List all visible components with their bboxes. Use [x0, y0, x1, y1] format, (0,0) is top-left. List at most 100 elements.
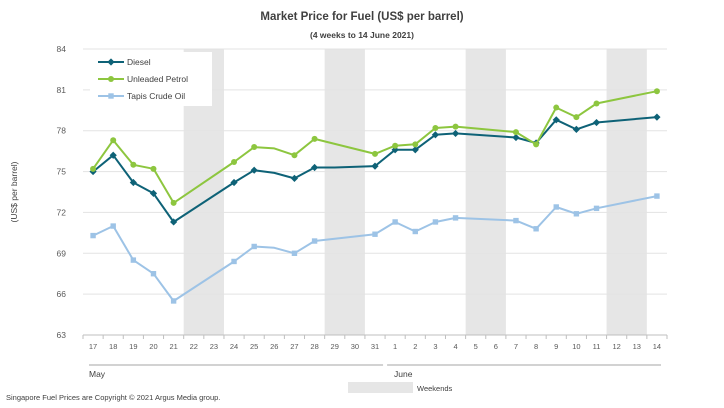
- weekend-bands: [183, 49, 647, 335]
- tapis-crude-oil-point: [412, 228, 418, 235]
- weekend-band-2: [324, 49, 365, 335]
- diesel-point: [592, 118, 601, 127]
- diesel-point: [371, 162, 379, 170]
- diesel-point: [451, 129, 460, 138]
- weekend-band-3: [465, 49, 506, 335]
- unleaded-petrol-point: [533, 141, 540, 148]
- gridlines: [83, 48, 667, 336]
- x-tick-label: 14: [653, 342, 661, 351]
- tapis-crude-oil-point: [533, 226, 539, 232]
- tapis-crude-oil-point: [593, 205, 600, 212]
- tapis-crude-oil-point: [311, 238, 318, 244]
- x-tick-label: 29: [331, 342, 339, 351]
- diesel-point: [411, 146, 419, 154]
- diesel-point: [149, 189, 158, 197]
- tapis-crude-oil-point: [90, 232, 96, 239]
- x-tick-label: 25: [250, 342, 258, 351]
- tapis-crude-oil-point: [513, 217, 519, 224]
- legend-marker-diesel: [107, 58, 115, 66]
- unleaded-petrol-point: [170, 199, 177, 206]
- x-tick-label: 5: [474, 342, 478, 351]
- x-tick-label: 11: [593, 342, 601, 351]
- unleaded-petrol-point: [452, 123, 459, 130]
- unleaded-petrol-point: [512, 129, 519, 136]
- x-tick-label: 31: [371, 342, 379, 351]
- unleaded-petrol-point: [251, 144, 258, 151]
- diesel-point: [431, 131, 440, 139]
- tapis-crude-oil-point: [110, 223, 116, 229]
- month-label-june: June: [394, 369, 413, 379]
- legend-label-unleaded-petrol: Unleaded Petrol: [127, 74, 188, 84]
- y-tick-label: 69: [57, 248, 67, 258]
- y-tick-label: 81: [57, 85, 67, 95]
- diesel-point: [290, 174, 299, 182]
- x-tick-label: 26: [270, 342, 278, 351]
- copyright-note: Singapore Fuel Prices are Copyright © 20…: [6, 393, 220, 402]
- tapis-crude-oil-point: [130, 257, 137, 263]
- tapis-crude-oil-point: [251, 243, 257, 250]
- y-axis-ticks: 63 66 69 72 75 78 81 84: [57, 44, 67, 340]
- x-tick-label: 24: [230, 342, 238, 351]
- x-tick-label: 4: [453, 342, 457, 351]
- x-tick-label: 2: [413, 342, 417, 351]
- y-tick-label: 78: [57, 126, 67, 136]
- diesel-point: [109, 151, 117, 159]
- unleaded-petrol-point: [392, 142, 399, 149]
- x-tick-label: 12: [612, 342, 620, 351]
- chart-subtitle: (4 weeks to 14 June 2021): [310, 30, 414, 40]
- legend-label-diesel: Diesel: [127, 57, 151, 67]
- x-tick-label: 1: [393, 342, 397, 351]
- x-tick-label: 20: [149, 342, 157, 351]
- y-tick-label: 66: [57, 289, 67, 299]
- y-tick-label: 84: [57, 44, 67, 54]
- weekend-band-4: [606, 49, 647, 335]
- x-axis: 17 18 19 20 21 22 23 24 25 26 27 28 29 30 31 1 2 3 4 5 6 7 8 9 1…: [82, 335, 668, 366]
- unleaded-petrol-line: [92, 90, 658, 204]
- unleaded-petrol-point: [311, 135, 318, 142]
- unleaded-petrol-point: [593, 100, 600, 107]
- legend-label-tapis-crude-oil: Tapis Crude Oil: [127, 91, 185, 101]
- x-tick-label: 17: [89, 342, 97, 351]
- tapis-crude-oil-line: [92, 195, 658, 302]
- legend-marker-tapis-crude-oil: [108, 93, 114, 99]
- diesel-point: [653, 113, 661, 121]
- tapis-crude-oil-point: [170, 298, 177, 304]
- diesel-point: [552, 116, 560, 124]
- x-tick-label: 3: [433, 342, 437, 351]
- x-tick-label: 18: [109, 342, 117, 351]
- x-tick-label: 7: [514, 342, 518, 351]
- legend-marker-unleaded-petrol: [108, 76, 114, 82]
- weekends-legend-label: Weekends: [417, 384, 453, 393]
- diesel-point: [250, 166, 258, 174]
- x-tick-label: 13: [633, 342, 641, 351]
- unleaded-petrol-point: [432, 124, 439, 131]
- x-tick-label: 28: [310, 342, 318, 351]
- y-tick-label: 75: [57, 167, 67, 177]
- tapis-crude-oil-point: [452, 215, 459, 221]
- x-tick-label: 21: [169, 342, 177, 351]
- diesel-point: [572, 125, 580, 133]
- x-tick-label: 23: [210, 342, 218, 351]
- tapis-crude-oil-point: [553, 204, 559, 210]
- x-tick-label: 8: [534, 342, 538, 351]
- x-tick-label: 30: [351, 342, 359, 351]
- diesel-point: [512, 133, 520, 142]
- tapis-crude-oil-point: [291, 250, 298, 256]
- tapis-crude-oil-point: [573, 211, 580, 217]
- x-tick-label: 9: [554, 342, 558, 351]
- x-tick-label: 10: [572, 342, 580, 351]
- x-tick-label: 27: [290, 342, 298, 351]
- diesel-point: [230, 178, 238, 187]
- y-tick-label: 63: [57, 330, 67, 340]
- weekends-legend-swatch: [348, 382, 413, 393]
- tapis-crude-oil-point: [432, 219, 439, 225]
- tapis-crude-oil-point: [231, 258, 237, 265]
- chart-title: Market Price for Fuel (US$ per barrel): [260, 11, 463, 23]
- unleaded-petrol-point: [372, 150, 378, 157]
- legend: Diesel Unleaded Petrol Tapis Crude Oil: [90, 52, 212, 106]
- tapis-crude-oil-point: [150, 271, 157, 277]
- diesel-point: [170, 218, 178, 226]
- diesel-point: [310, 163, 319, 172]
- tapis-crude-oil-point: [654, 193, 660, 199]
